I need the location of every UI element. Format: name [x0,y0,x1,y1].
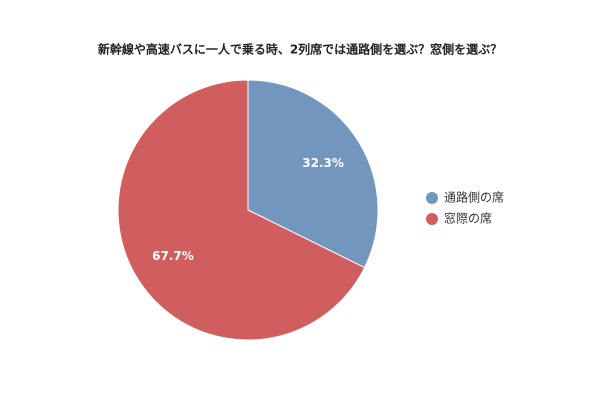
legend-label: 窓際の席 [444,211,492,226]
value-label: 67.7% [152,249,194,263]
pie-slice [247,79,379,269]
chart-title: 新幹線や高速バスに一人で乗る時、2列席では通路側を選ぶ？窓側を選ぶ？ [98,42,502,57]
value-label: 32.3% [302,156,344,170]
legend-label: 通路側の席 [444,190,504,205]
pie-slice [117,79,366,341]
legend-marker [426,213,438,225]
legend-marker [426,192,438,204]
